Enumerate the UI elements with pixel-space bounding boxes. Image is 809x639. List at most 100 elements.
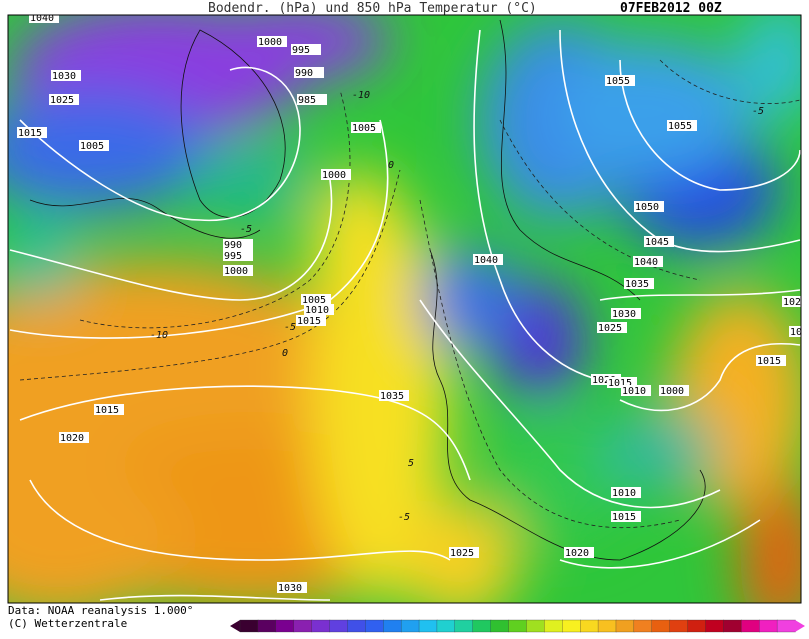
- isobar-label: 1045: [645, 237, 669, 248]
- isotherm: [659, 59, 801, 105]
- isobar-label-box: [605, 75, 635, 86]
- isotherm-label: -10: [150, 330, 168, 341]
- color-bar-end: [230, 620, 240, 632]
- color-bar-cell: [633, 619, 653, 633]
- color-bar-cell: [436, 619, 456, 633]
- color-bar-cell: [687, 619, 707, 633]
- color-bar-cell: [239, 619, 259, 633]
- color-bar-cell: [400, 619, 420, 633]
- color-bar-cell: [383, 619, 402, 633]
- isobar-label: 1015: [297, 316, 321, 327]
- map-date: 07FEB2012 00Z: [620, 1, 722, 16]
- color-bar-cell: [544, 619, 563, 633]
- coastline: [429, 249, 706, 561]
- color-bar-cell: [257, 619, 277, 633]
- color-bar-cell: [723, 619, 742, 633]
- color-bar-cell: [526, 619, 546, 633]
- isobar: [599, 289, 801, 301]
- isobar-label-box: [49, 94, 79, 105]
- temperature-blob: [420, 250, 520, 350]
- isotherm-label: 0: [388, 160, 394, 171]
- isobar-label-box: [644, 236, 674, 247]
- isobar-label: 1055: [606, 76, 630, 87]
- isobar-label-box: [277, 582, 307, 593]
- isotherm: [79, 89, 351, 329]
- isobar-label-box: [223, 265, 253, 276]
- isotherm-label: -5: [284, 322, 296, 333]
- isobar-label: 1020: [565, 548, 589, 559]
- isobar-label-box: [294, 67, 324, 78]
- isobar-label: 1015: [608, 378, 632, 389]
- isobar-label: 1020: [592, 375, 616, 386]
- isobar: [473, 29, 601, 381]
- temperature-blob: [8, 220, 80, 300]
- coastline: [180, 29, 286, 218]
- isotherm-label: 0: [282, 348, 288, 359]
- isobar-label: 1010: [612, 488, 636, 499]
- isobar-label: 1015: [95, 405, 119, 416]
- temperature-blob: [550, 40, 750, 180]
- isobar-label-box: [611, 308, 641, 319]
- map-frame: [7, 14, 802, 604]
- temperature-blob: [400, 500, 520, 603]
- isobar-label-box: [621, 385, 651, 396]
- color-bar-cell: [311, 619, 331, 633]
- isobar-label: 1020: [60, 433, 84, 444]
- isobar-label-box: [297, 94, 327, 105]
- isobar-label-box: [591, 374, 621, 385]
- coastline: [499, 19, 641, 301]
- isobar-label: 1000: [660, 386, 684, 397]
- isotherm: [499, 119, 701, 281]
- isobar-label-box: [611, 487, 641, 498]
- isobar-label: 1000: [258, 37, 282, 48]
- color-bar-end: [795, 620, 805, 632]
- isobar: [19, 385, 471, 481]
- isobar-label: 1055: [668, 121, 692, 132]
- isobar: [559, 519, 761, 569]
- isobar-label-box: [449, 547, 479, 558]
- isobar-label: 1000: [224, 266, 248, 277]
- color-bar-cell: [669, 619, 689, 633]
- isotherm-label: -5: [240, 224, 252, 235]
- isobar: [9, 179, 333, 301]
- temperature-blob: [740, 480, 801, 603]
- isobar-label: 1005: [80, 141, 104, 152]
- isobar-label-box: [17, 127, 47, 138]
- isobar-label-box: [79, 140, 109, 151]
- isobar-label-box: [351, 122, 381, 133]
- isobar-label-box: [223, 239, 253, 250]
- isobar-label: 1005: [302, 295, 326, 306]
- isobar-label-box: [379, 390, 409, 401]
- isobar-label: 1025: [598, 323, 622, 334]
- isobar-label: 1010: [622, 386, 646, 397]
- color-bar-cell: [580, 619, 599, 633]
- isotherm-label: -10: [352, 90, 370, 101]
- isobar: [99, 594, 331, 601]
- isobar-label-box: [597, 322, 627, 333]
- isobar-label-box: [624, 278, 654, 289]
- isobar-label: 1010: [305, 305, 329, 316]
- color-bar-cell: [365, 619, 384, 633]
- isobar-label: 1025: [50, 95, 74, 106]
- isobar-label: 1040: [634, 257, 658, 268]
- isobar-label-box: [291, 44, 321, 55]
- color-bar-cell: [776, 619, 796, 633]
- color-bar-cell: [759, 619, 778, 633]
- isobar-label: 1015: [18, 128, 42, 139]
- isobar-label: 1025: [450, 548, 474, 559]
- color-bar-cell: [651, 619, 671, 633]
- isobar-label: 990: [295, 68, 313, 79]
- color-bar-cell: [705, 619, 725, 633]
- isobar-label: 1050: [635, 202, 659, 213]
- isobar-label-box: [296, 315, 326, 326]
- isobar-label-box: [564, 547, 594, 558]
- color-bar-cell: [418, 619, 438, 633]
- footer-copyright: (C) Wetterzentrale: [8, 617, 127, 630]
- isobar-label: 1000: [322, 170, 346, 181]
- isobar-label-box: [607, 377, 637, 388]
- isobar-label: 990: [224, 240, 242, 251]
- isobar-label-box: [789, 326, 801, 337]
- isobar-label-box: [301, 294, 331, 305]
